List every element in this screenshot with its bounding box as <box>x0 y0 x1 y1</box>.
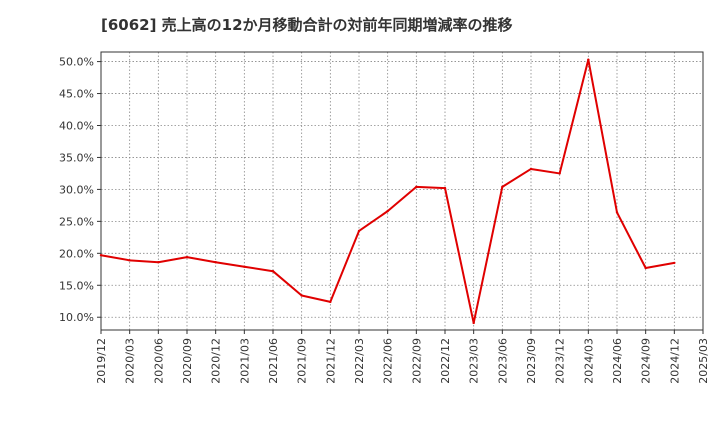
x-tick-label: 2021/09 <box>296 338 309 384</box>
y-tick-label: 30.0% <box>59 183 94 196</box>
x-tick-label: 2021/06 <box>267 338 280 384</box>
data-point <box>329 300 332 304</box>
data-point <box>243 265 246 268</box>
x-tick-label: 2022/12 <box>439 338 452 384</box>
chart-title: [6062] 売上高の12か月移動合計の対前年同期増減率の推移 <box>101 16 513 34</box>
y-tick-label: 40.0% <box>59 119 94 132</box>
grid-lines <box>101 52 703 330</box>
x-tick-label: 2024/12 <box>668 338 681 384</box>
x-tick-label: 2022/09 <box>410 338 423 384</box>
series-layer <box>99 58 676 325</box>
y-tick-label: 10.0% <box>59 311 94 324</box>
x-tick-label: 2022/03 <box>353 338 366 384</box>
x-tick-label: 2020/09 <box>181 338 194 384</box>
y-tick-label: 25.0% <box>59 215 94 228</box>
y-tick-label: 50.0% <box>59 56 94 69</box>
data-point <box>587 58 590 61</box>
y-tick-label: 35.0% <box>59 151 94 164</box>
x-tick-label: 2021/03 <box>238 338 251 384</box>
x-tick-label: 2024/06 <box>611 338 624 384</box>
plot-frame <box>100 51 704 331</box>
x-tick-label: 2023/09 <box>525 338 538 384</box>
data-point <box>185 255 189 259</box>
x-tick-label: 2020/12 <box>210 338 223 384</box>
y-axis-ticks: 10.0% 15.0% 20.0% 25.0% 30.0% 35.0% 40.0% 45.0%… <box>59 56 101 324</box>
x-tick-label: 2020/03 <box>124 338 137 384</box>
x-tick-label: 2025/03 <box>697 338 710 384</box>
x-tick-label: 2024/03 <box>582 338 595 384</box>
y-tick-label: 15.0% <box>59 279 94 292</box>
data-point <box>558 172 561 175</box>
data-point <box>214 261 217 264</box>
y-tick-label: 20.0% <box>59 247 94 260</box>
data-point <box>386 209 389 213</box>
data-point <box>501 185 504 189</box>
x-tick-label: 2024/09 <box>640 338 653 384</box>
x-tick-label: 2023/06 <box>496 338 509 384</box>
data-point <box>271 270 275 273</box>
data-point <box>529 167 533 171</box>
data-point <box>357 229 361 233</box>
data-point <box>128 259 131 262</box>
data-point <box>443 186 447 190</box>
data-point <box>415 185 418 189</box>
data-point <box>157 261 160 264</box>
x-axis-ticks: 2019/12 2020/03 2020/06 2020/09 2020/12 2021/… <box>95 330 710 384</box>
data-point <box>644 266 647 270</box>
x-tick-label: 2020/06 <box>152 338 165 384</box>
x-tick-label: 2022/06 <box>382 338 395 384</box>
data-point <box>472 321 475 325</box>
x-tick-label: 2023/03 <box>468 338 481 384</box>
data-point <box>673 261 676 265</box>
y-tick-label: 45.0% <box>59 88 94 101</box>
x-tick-label: 2021/12 <box>324 338 337 384</box>
x-tick-label: 2019/12 <box>95 338 108 384</box>
data-point <box>300 294 303 297</box>
x-tick-label: 2023/12 <box>554 338 567 384</box>
data-point <box>99 254 103 257</box>
data-point <box>615 211 619 214</box>
